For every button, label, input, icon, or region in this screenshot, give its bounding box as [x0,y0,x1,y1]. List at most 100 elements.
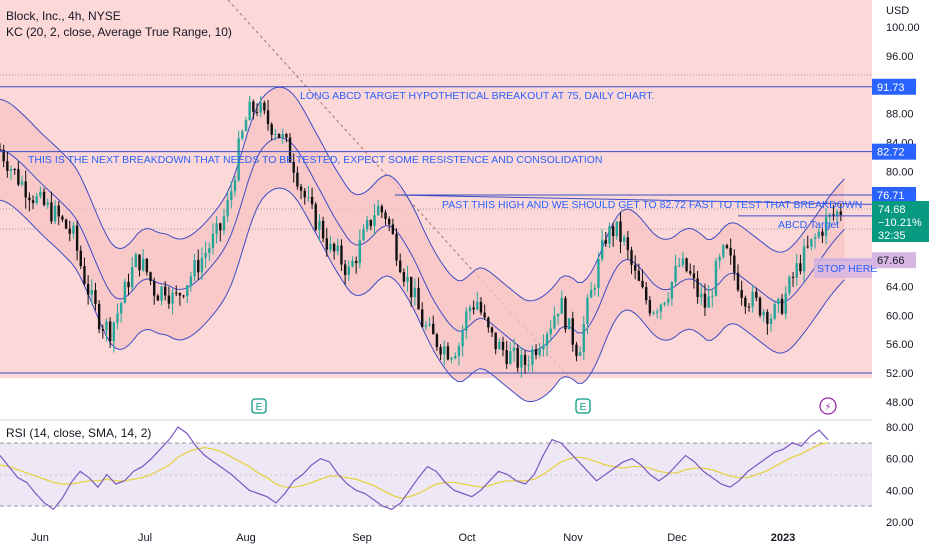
candle-body [659,304,663,312]
candle-body [384,212,387,219]
candle-body [164,286,167,296]
candle-body [248,101,251,121]
candle-body [582,323,585,353]
candle-body [153,281,156,296]
candle-body [468,307,472,312]
candle-body [622,237,626,242]
candle-body [9,169,13,171]
candle-body [42,191,46,205]
candle-body [766,311,769,324]
stop-zone-box[interactable] [814,258,872,278]
price-tick: 60.00 [886,310,914,322]
candle-body [556,313,560,317]
level-badge [872,186,916,203]
candle-body [57,205,60,217]
candle-body [560,298,563,314]
candle-body [549,328,552,335]
candle-body [46,202,49,205]
candle-body [266,110,270,125]
candle-body [424,325,428,327]
candle-body [835,211,839,216]
candle-body [839,211,842,215]
candle-body [472,307,475,310]
price-tick: 52.00 [886,368,914,380]
rsi-tick: 20.00 [886,517,914,529]
candle-body [17,169,20,185]
time-tick: Dec [667,532,687,544]
candle-body [410,276,413,298]
candle-body [758,297,762,316]
candle-body [824,216,828,236]
candle-body [545,334,549,346]
price-tick: 48.00 [886,397,914,409]
candle-body [788,276,791,294]
rsi-axis[interactable]: 20.00 40.00 60.00 80.00 [886,422,914,529]
candle-body [20,181,24,185]
price-tick: 96.00 [886,51,914,63]
earnings-icon[interactable]: E [251,398,267,414]
candle-body [351,260,354,267]
candle-body [505,350,508,364]
earnings-icon[interactable]: E [575,398,591,414]
candle-body [395,233,398,261]
candle-body [542,345,545,350]
price-tick: 100.00 [886,22,920,34]
candle-body [538,349,541,356]
candle-body [123,281,127,304]
candle-body [75,225,79,251]
indicator-title[interactable]: KC (20, 2, close, Average True Range, 10… [6,25,232,39]
candle-body [516,347,519,368]
candle-body [663,302,666,305]
candle-body [611,226,615,237]
time-tick: Oct [458,532,475,544]
candle-body [156,295,160,301]
rsi-title[interactable]: RSI (14, close, SMA, 14, 2) [6,426,152,440]
annotation-long-abcd[interactable]: LONG ABCD TARGET HYPOTHETICAL BREAKOUT A… [300,90,654,102]
candle-body [575,344,578,356]
candle-body [406,276,409,282]
time-axis[interactable]: Jun Jul Aug Sep Oct Nov Dec 2023 [31,532,795,544]
candle-body [182,295,185,297]
candles [0,95,842,378]
candle-body [13,169,16,171]
candle-body [31,200,35,203]
candle-body [633,264,637,271]
channel-fill [0,87,845,402]
horizontal-levels[interactable] [0,86,873,374]
candle-body [670,281,674,299]
candle-body [784,293,787,314]
currency-label: USD [886,5,910,17]
candle-body [520,354,523,368]
rsi-tick: 80.00 [886,422,914,434]
candle-body [318,220,321,230]
candle-body [178,293,182,296]
rsi-tick: 40.00 [886,485,914,497]
annotation-next-breakdown[interactable]: THIS IS THE NEXT BREAKDOWN THAT NEEDS TO… [28,154,603,166]
candle-body [593,287,596,290]
candle-body [648,300,652,314]
annotation-abcd-target[interactable]: ABCD Target [778,219,839,231]
candle-body [711,295,714,297]
symbol-title[interactable]: Block, Inc., 4h, NYSE [6,9,121,23]
candle-body [490,327,494,333]
candle-body [604,239,608,244]
time-tick: Sep [352,532,372,544]
candle-body [421,309,424,327]
candle-body [343,264,347,276]
candle-body [564,298,567,330]
bar-countdown: 32:35 [878,230,906,242]
candle-body [90,290,93,295]
candle-body [219,223,222,231]
dividend-lightning-icon[interactable]: ⚡ [819,397,837,415]
candle-body [50,202,53,222]
candle-body [362,229,365,241]
annotation-stop-here[interactable]: STOP HERE [817,263,877,275]
candle-body [630,250,633,265]
candle-body [740,290,743,298]
candle-body [39,191,42,197]
candle-body [567,318,571,330]
candle-body [696,278,699,298]
candle-body [465,311,468,331]
annotation-past-high[interactable]: PAST THIS HIGH AND WE SHOULD GET TO 82.7… [442,199,862,211]
